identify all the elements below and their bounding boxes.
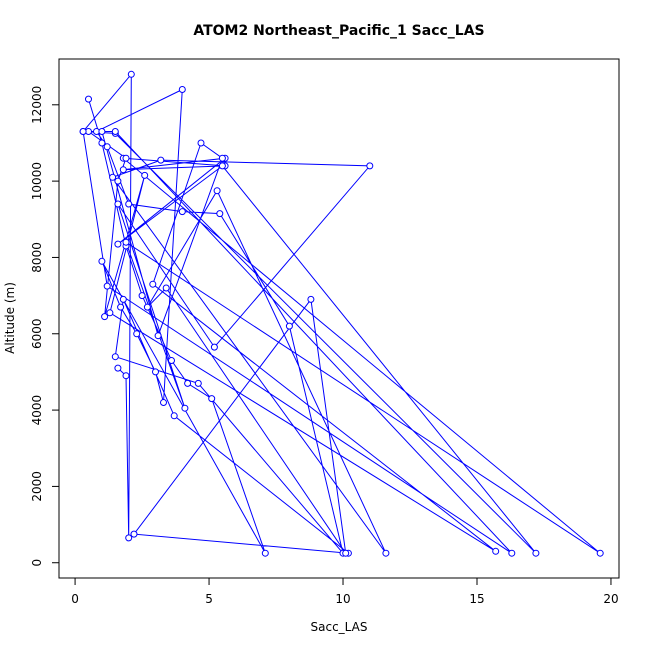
data-point bbox=[114, 177, 122, 185]
data-point bbox=[532, 549, 540, 557]
data-point bbox=[106, 309, 114, 317]
data-point bbox=[170, 412, 178, 420]
data-point bbox=[141, 171, 149, 179]
data-point bbox=[98, 128, 106, 135]
data-point bbox=[130, 530, 138, 538]
x-tick-label: 5 bbox=[205, 592, 213, 606]
x-tick-label: 10 bbox=[335, 592, 350, 606]
data-point bbox=[184, 379, 192, 387]
y-tick-label: 6000 bbox=[30, 318, 44, 349]
data-point bbox=[307, 295, 315, 303]
x-axis: 0 5 10 15 20 bbox=[71, 577, 619, 606]
data-point bbox=[111, 353, 119, 361]
data-point bbox=[285, 322, 293, 330]
data-point bbox=[492, 547, 500, 555]
data-point bbox=[125, 534, 133, 542]
data-point bbox=[178, 208, 186, 216]
series-layer bbox=[79, 70, 604, 557]
data-point bbox=[213, 187, 221, 195]
y-tick-label: 2000 bbox=[30, 471, 44, 502]
series-line bbox=[82, 72, 601, 554]
data-point bbox=[261, 549, 269, 557]
data-point bbox=[382, 549, 390, 557]
x-tick-label: 0 bbox=[71, 592, 79, 606]
data-point bbox=[79, 128, 87, 135]
data-point bbox=[149, 280, 157, 288]
data-point bbox=[157, 156, 165, 164]
data-point bbox=[114, 364, 122, 372]
data-point bbox=[197, 139, 205, 147]
data-point bbox=[342, 549, 350, 557]
data-point bbox=[109, 173, 117, 181]
data-point bbox=[119, 166, 127, 174]
data-point bbox=[366, 162, 374, 170]
data-point bbox=[208, 395, 216, 403]
data-point bbox=[508, 549, 516, 557]
data-point bbox=[114, 200, 122, 208]
data-point bbox=[194, 379, 202, 387]
data-point bbox=[122, 372, 130, 380]
y-tick-label: 0 bbox=[30, 559, 44, 567]
data-point bbox=[122, 238, 130, 246]
data-point bbox=[119, 295, 127, 303]
x-axis-label: Sacc_LAS bbox=[311, 620, 368, 634]
data-point bbox=[596, 549, 604, 557]
y-tick-label: 8000 bbox=[30, 242, 44, 273]
data-point bbox=[133, 330, 141, 338]
data-point bbox=[114, 240, 122, 248]
chart-title: ATOM2 Northeast_Pacific_1 Sacc_LAS bbox=[193, 23, 484, 39]
data-point bbox=[111, 128, 119, 135]
y-tick-label: 4000 bbox=[30, 395, 44, 426]
data-point bbox=[216, 210, 224, 218]
data-point bbox=[218, 154, 226, 162]
data-point bbox=[168, 357, 175, 364]
data-point bbox=[103, 143, 111, 151]
data-point bbox=[125, 200, 133, 208]
x-tick-label: 15 bbox=[469, 592, 484, 606]
data-point bbox=[162, 284, 170, 292]
x-tick-label: 20 bbox=[603, 592, 618, 606]
data-point bbox=[154, 332, 162, 340]
data-point bbox=[152, 368, 159, 376]
plot-frame bbox=[58, 58, 620, 579]
data-point bbox=[127, 70, 135, 78]
data-point bbox=[143, 303, 151, 311]
data-point bbox=[160, 399, 167, 406]
y-tick-label: 10000 bbox=[30, 162, 44, 200]
data-point bbox=[98, 257, 106, 265]
data-point bbox=[218, 162, 226, 170]
data-point bbox=[85, 95, 92, 103]
data-point bbox=[117, 303, 125, 311]
data-point bbox=[103, 282, 111, 290]
data-point bbox=[98, 139, 106, 147]
data-point bbox=[210, 343, 218, 351]
data-point bbox=[122, 154, 130, 162]
y-tick-label: 12000 bbox=[30, 86, 44, 124]
data-point bbox=[101, 313, 109, 321]
data-point bbox=[181, 404, 189, 412]
data-point bbox=[178, 86, 186, 93]
y-axis: 0 2000 4000 6000 8000 10000 12000 bbox=[30, 86, 60, 567]
data-point bbox=[138, 292, 146, 300]
y-axis-label: Altitude (m) bbox=[3, 282, 17, 354]
